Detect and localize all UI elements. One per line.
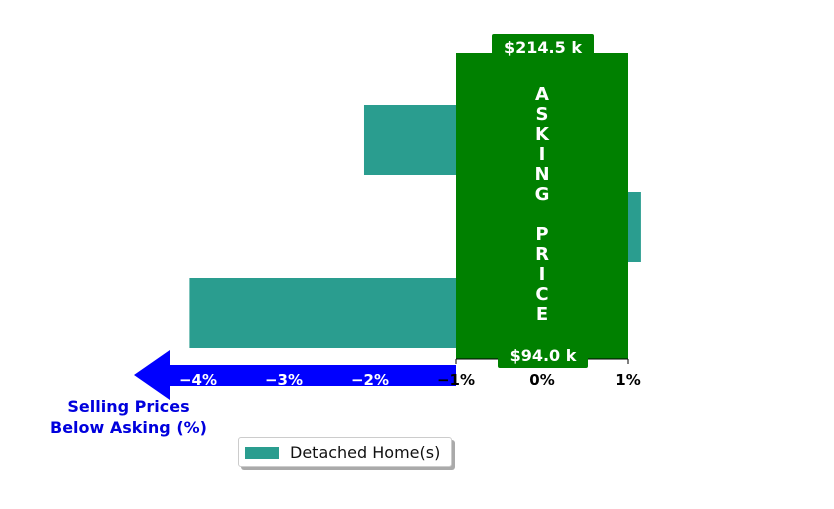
legend-swatch — [245, 447, 279, 459]
asking-price-top-value-box — [492, 34, 594, 60]
x-tick-label-3: −2% — [351, 371, 389, 389]
x-tick-label-5: 0% — [529, 371, 554, 389]
asking-price-bottom-value-box — [498, 342, 588, 368]
x-tick-label-6: 1% — [615, 371, 640, 389]
asking-price-band — [456, 53, 628, 359]
below-asking-label: Selling Prices Below Asking (%) — [46, 396, 211, 438]
legend: Detached Home(s) — [238, 437, 452, 467]
x-tick-label-2: −3% — [265, 371, 303, 389]
below-asking-arrow — [134, 350, 456, 400]
asking-price-bottom-value: $94.0 k — [510, 346, 577, 365]
legend-label: Detached Home(s) — [290, 443, 441, 462]
below-asking-label-line2: Below Asking (%) — [50, 418, 207, 437]
x-tick-label-1: −4% — [179, 371, 217, 389]
below-asking-label-line1: Selling Prices — [67, 397, 190, 416]
x-tick-label-4: −1% — [437, 371, 475, 389]
asking-price-top-value: $214.5 k — [504, 38, 582, 57]
